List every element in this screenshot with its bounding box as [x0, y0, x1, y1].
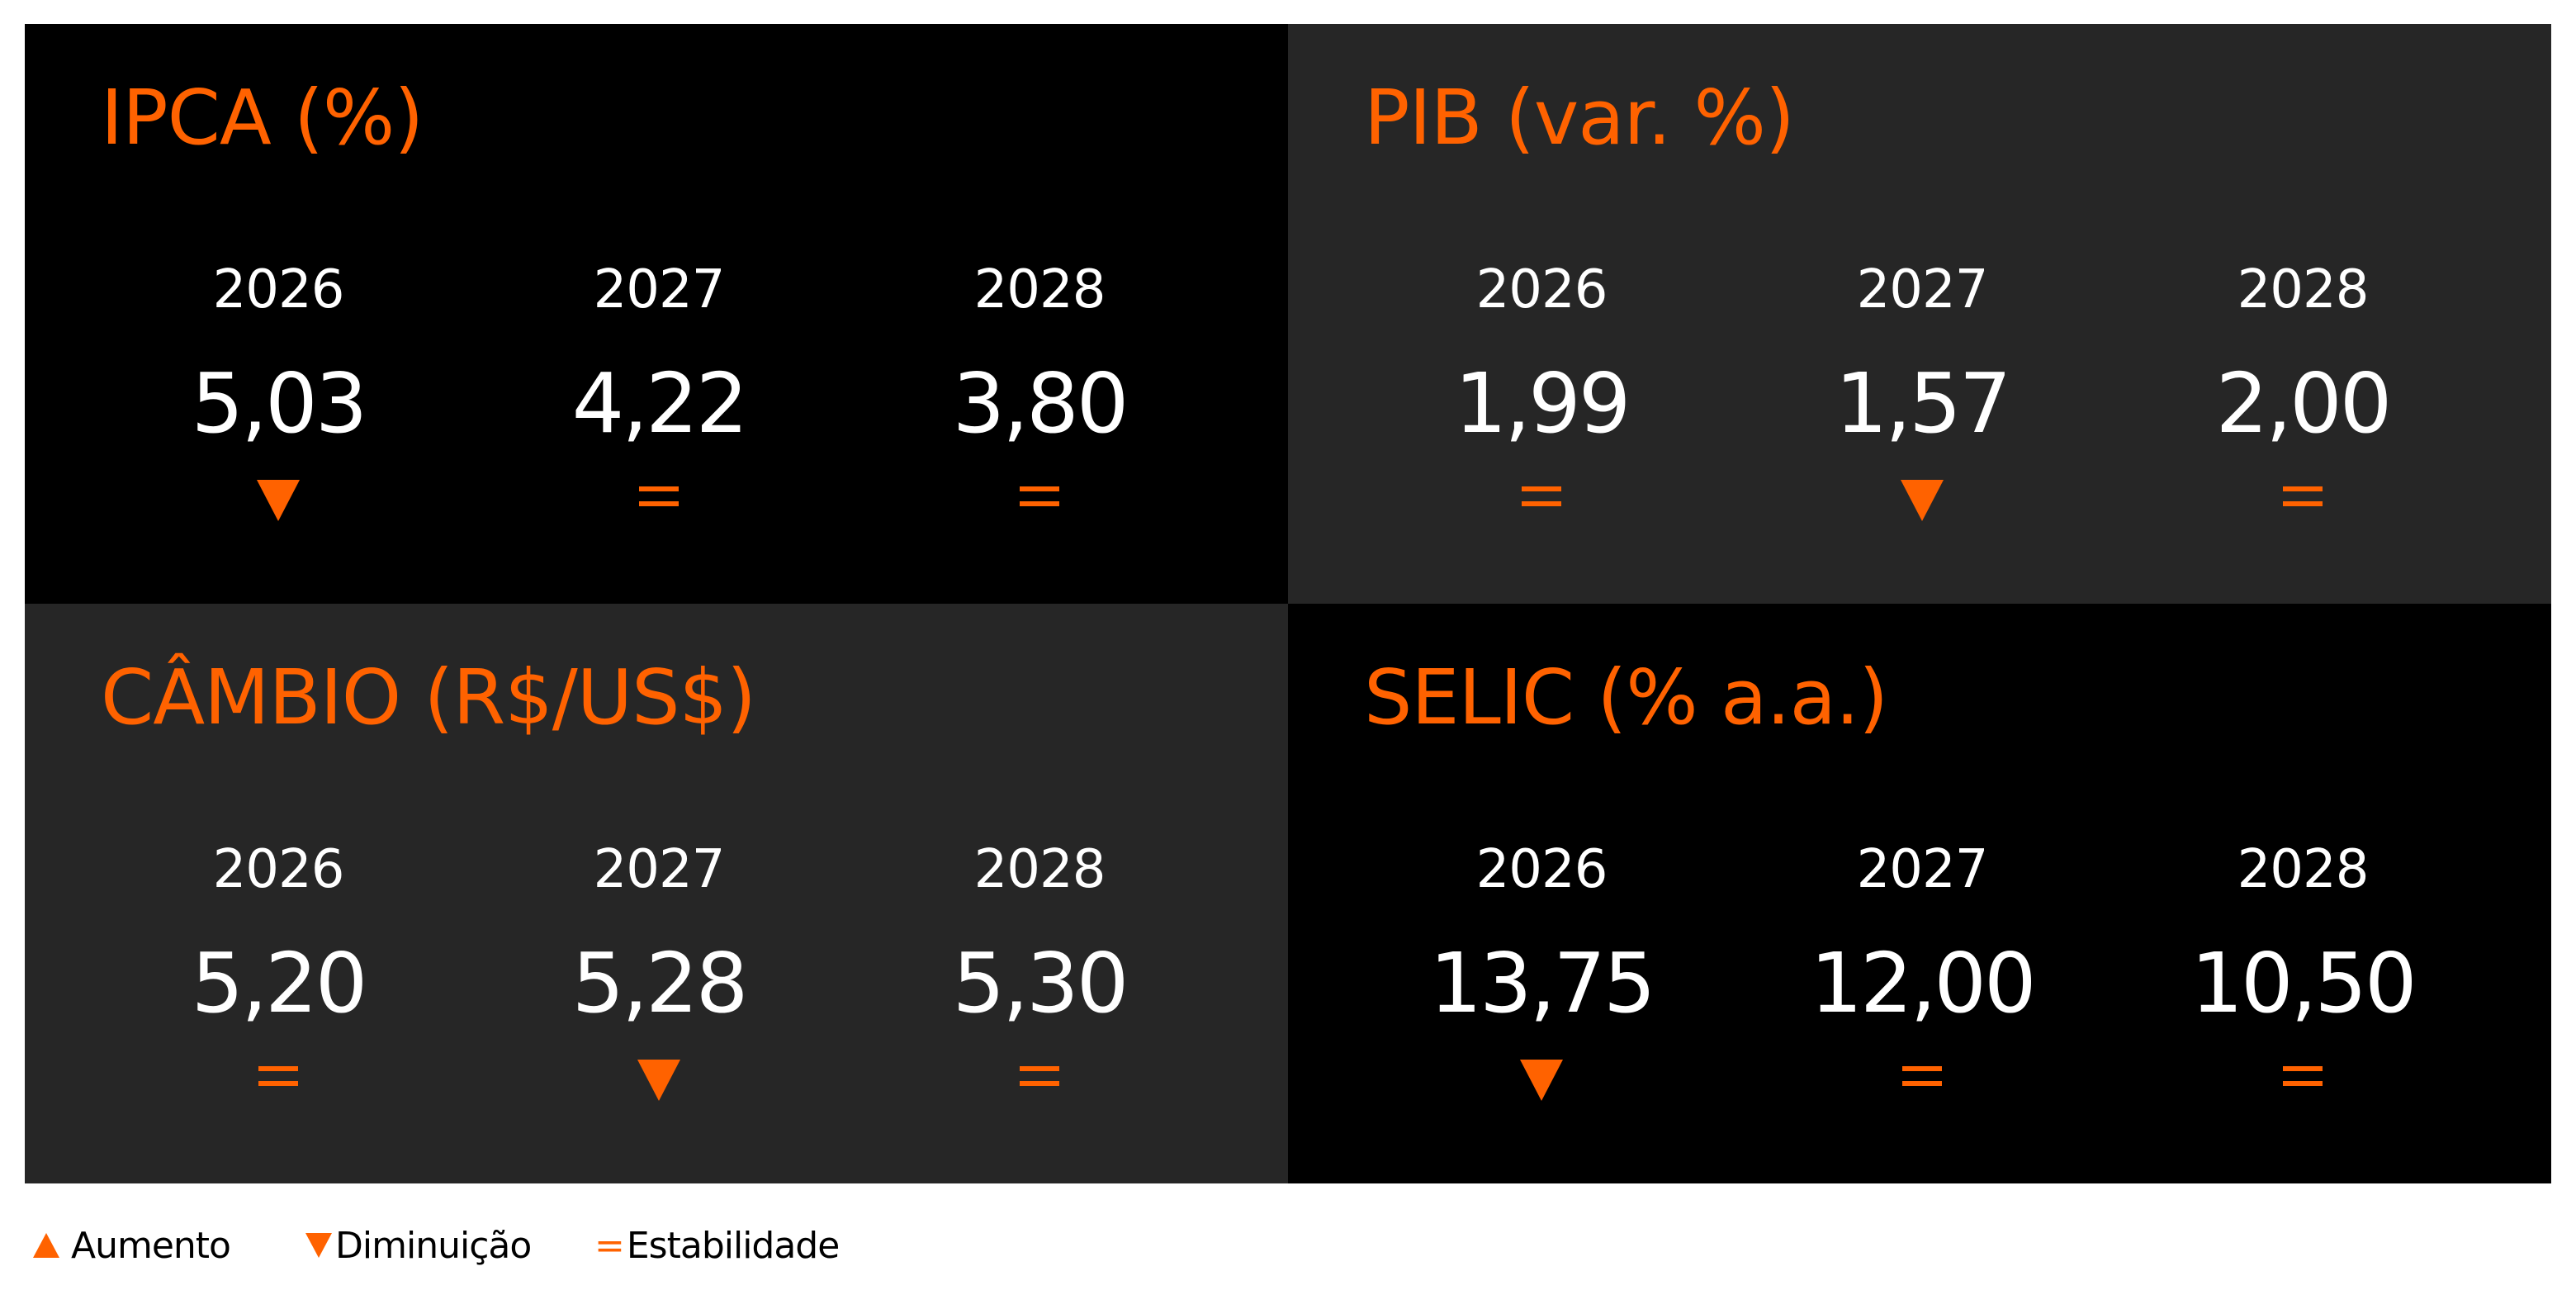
panel-title: SELIC (% a.a.) [1364, 653, 1888, 742]
legend-label: Diminuição [335, 1224, 532, 1267]
forecast-value: 12,00 [1810, 935, 2036, 1032]
trend-indicator [1757, 1056, 2087, 1106]
forecast-value: 2,00 [2215, 355, 2393, 452]
panel-title: IPCA (%) [101, 74, 424, 162]
year-label: 2026 [212, 259, 345, 320]
year-label: 2026 [1475, 839, 1608, 900]
trend-indicator [494, 1056, 824, 1106]
panel-cambio: CÂMBIO (R$/US$) 2026 5,20 2027 5,28 2028… [25, 604, 1288, 1183]
year-label: 2027 [1856, 259, 1989, 320]
legend-item-increase: Aumento [33, 1225, 305, 1267]
year-label: 2026 [1475, 259, 1608, 320]
trend-indicator [2138, 1056, 2468, 1106]
equal-icon [639, 486, 679, 511]
equal-icon [1522, 486, 1561, 511]
forecast-value: 3,80 [952, 355, 1129, 452]
triangle-down-icon [1901, 480, 1944, 521]
year-label: 2027 [593, 839, 726, 900]
trend-indicator [874, 1056, 1205, 1106]
forecast-value: 5,30 [952, 935, 1129, 1032]
trend-indicator [494, 477, 824, 526]
forecast-value: 4,22 [571, 355, 749, 452]
forecast-value: 1,99 [1454, 355, 1631, 452]
indicators-grid: IPCA (%) 2026 5,03 2027 4,22 2028 3,80 P… [25, 24, 2551, 1183]
legend-item-stable: = Estabilidade [594, 1224, 840, 1267]
trend-indicator [113, 477, 443, 526]
year-label: 2026 [212, 839, 345, 900]
forecast-value: 5,03 [191, 355, 368, 452]
forecast-value: 13,75 [1429, 935, 1655, 1032]
trend-indicator [1376, 1056, 1707, 1106]
triangle-up-icon [33, 1233, 59, 1258]
equal-icon: = [594, 1224, 625, 1267]
equal-icon [258, 1066, 298, 1091]
year-label: 2027 [1856, 839, 1989, 900]
legend: Aumento Diminuição = Estabilidade [33, 1221, 840, 1270]
legend-label: Estabilidade [626, 1224, 840, 1267]
legend-item-decrease: Diminuição [305, 1225, 594, 1267]
year-label: 2028 [973, 839, 1106, 900]
year-label: 2028 [973, 259, 1106, 320]
trend-indicator [2138, 477, 2468, 526]
panel-ipca: IPCA (%) 2026 5,03 2027 4,22 2028 3,80 [25, 24, 1288, 604]
panel-title: CÂMBIO (R$/US$) [101, 653, 756, 742]
equal-icon [1020, 1066, 1059, 1091]
equal-icon [2283, 486, 2323, 511]
year-label: 2028 [2237, 259, 2370, 320]
trend-indicator [1376, 477, 1707, 526]
forecast-value: 5,20 [191, 935, 368, 1032]
equal-icon [1902, 1066, 1942, 1091]
trend-indicator [113, 1056, 443, 1106]
forecast-value: 1,57 [1835, 355, 2012, 452]
trend-indicator [1757, 477, 2087, 526]
panel-pib: PIB (var. %) 2026 1,99 2027 1,57 2028 2,… [1288, 24, 2551, 604]
panel-title: PIB (var. %) [1364, 74, 1795, 162]
panel-selic: SELIC (% a.a.) 2026 13,75 2027 12,00 202… [1288, 604, 2551, 1183]
equal-icon [2283, 1066, 2323, 1091]
triangle-down-icon [1520, 1060, 1563, 1101]
year-label: 2027 [593, 259, 726, 320]
triangle-down-icon [257, 480, 300, 521]
trend-indicator [874, 477, 1205, 526]
forecast-value: 10,50 [2190, 935, 2417, 1032]
year-label: 2028 [2237, 839, 2370, 900]
triangle-down-icon [637, 1060, 680, 1101]
legend-label: Aumento [71, 1224, 231, 1267]
forecast-value: 5,28 [571, 935, 749, 1032]
equal-icon [1020, 486, 1059, 511]
triangle-down-icon [305, 1233, 332, 1258]
